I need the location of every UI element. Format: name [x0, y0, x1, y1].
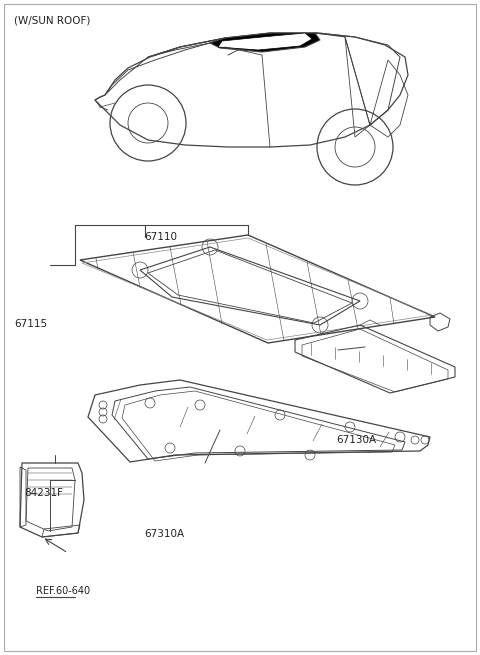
Text: 67310A: 67310A: [144, 529, 184, 539]
Polygon shape: [20, 463, 84, 537]
Text: 67130A: 67130A: [336, 435, 376, 445]
Polygon shape: [218, 33, 312, 50]
Text: 67115: 67115: [14, 319, 48, 329]
Text: 67110: 67110: [144, 232, 177, 242]
Text: (W/SUN ROOF): (W/SUN ROOF): [14, 15, 91, 25]
Text: REF.60-640: REF.60-640: [36, 586, 90, 596]
Text: 84231F: 84231F: [24, 487, 63, 498]
Polygon shape: [210, 33, 320, 52]
